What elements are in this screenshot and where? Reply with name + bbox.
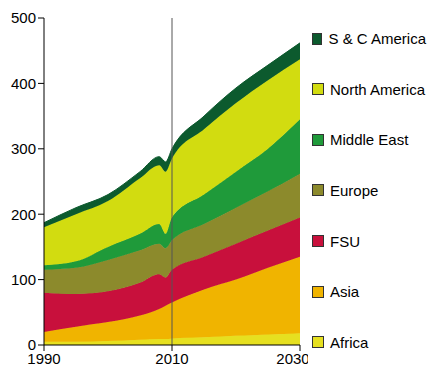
svg-text:400: 400 (11, 75, 36, 92)
svg-text:200: 200 (11, 206, 36, 223)
html-text:Middle East: Middle East (330, 131, 409, 149)
svg-text:300: 300 (11, 140, 36, 157)
html-text:Africa: Africa (330, 333, 369, 351)
svg-text:500: 500 (11, 9, 36, 26)
html-text:FSU: FSU (330, 232, 360, 250)
svg-text:100: 100 (11, 271, 36, 288)
html-text:North America: North America (330, 80, 425, 98)
svg-text:2010: 2010 (155, 350, 188, 367)
svg-text:0: 0 (28, 336, 36, 353)
html-text:S & C America: S & C America (328, 30, 426, 47)
svg-text:2030: 2030 (276, 350, 308, 367)
html-text:Asia: Asia (330, 283, 360, 301)
svg-text:1990: 1990 (27, 349, 61, 367)
html-text:Europe: Europe (330, 182, 379, 199)
